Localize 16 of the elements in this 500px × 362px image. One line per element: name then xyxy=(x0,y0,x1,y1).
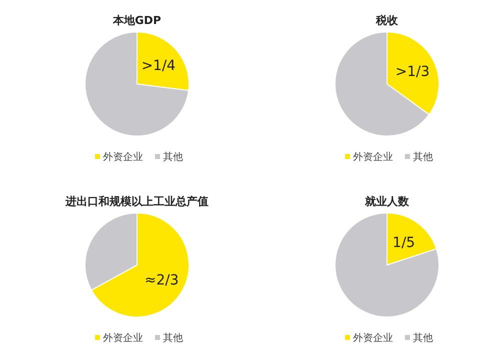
legend-label: 其他 xyxy=(163,332,183,344)
legend-label: 其他 xyxy=(413,332,433,344)
legend-label: 其他 xyxy=(163,151,183,163)
chart-title: 进出口和规模以上工业总产值 xyxy=(64,195,208,208)
legend-label: 外资企业 xyxy=(103,151,143,163)
chart-title: 税收 xyxy=(375,14,399,27)
text: >1/4 xyxy=(141,58,176,74)
legend-label: 外资企业 xyxy=(103,332,143,344)
legend-label: 外资企业 xyxy=(353,332,393,344)
text: >1/3 xyxy=(395,64,430,80)
text: 1/5 xyxy=(392,234,416,251)
text: ≈2/3 xyxy=(144,272,179,289)
legend-label: 外资企业 xyxy=(353,151,393,163)
legend-label: 其他 xyxy=(413,151,433,163)
chart-title: 本地GDP xyxy=(112,14,162,27)
chart-title: 就业人数 xyxy=(364,195,410,208)
